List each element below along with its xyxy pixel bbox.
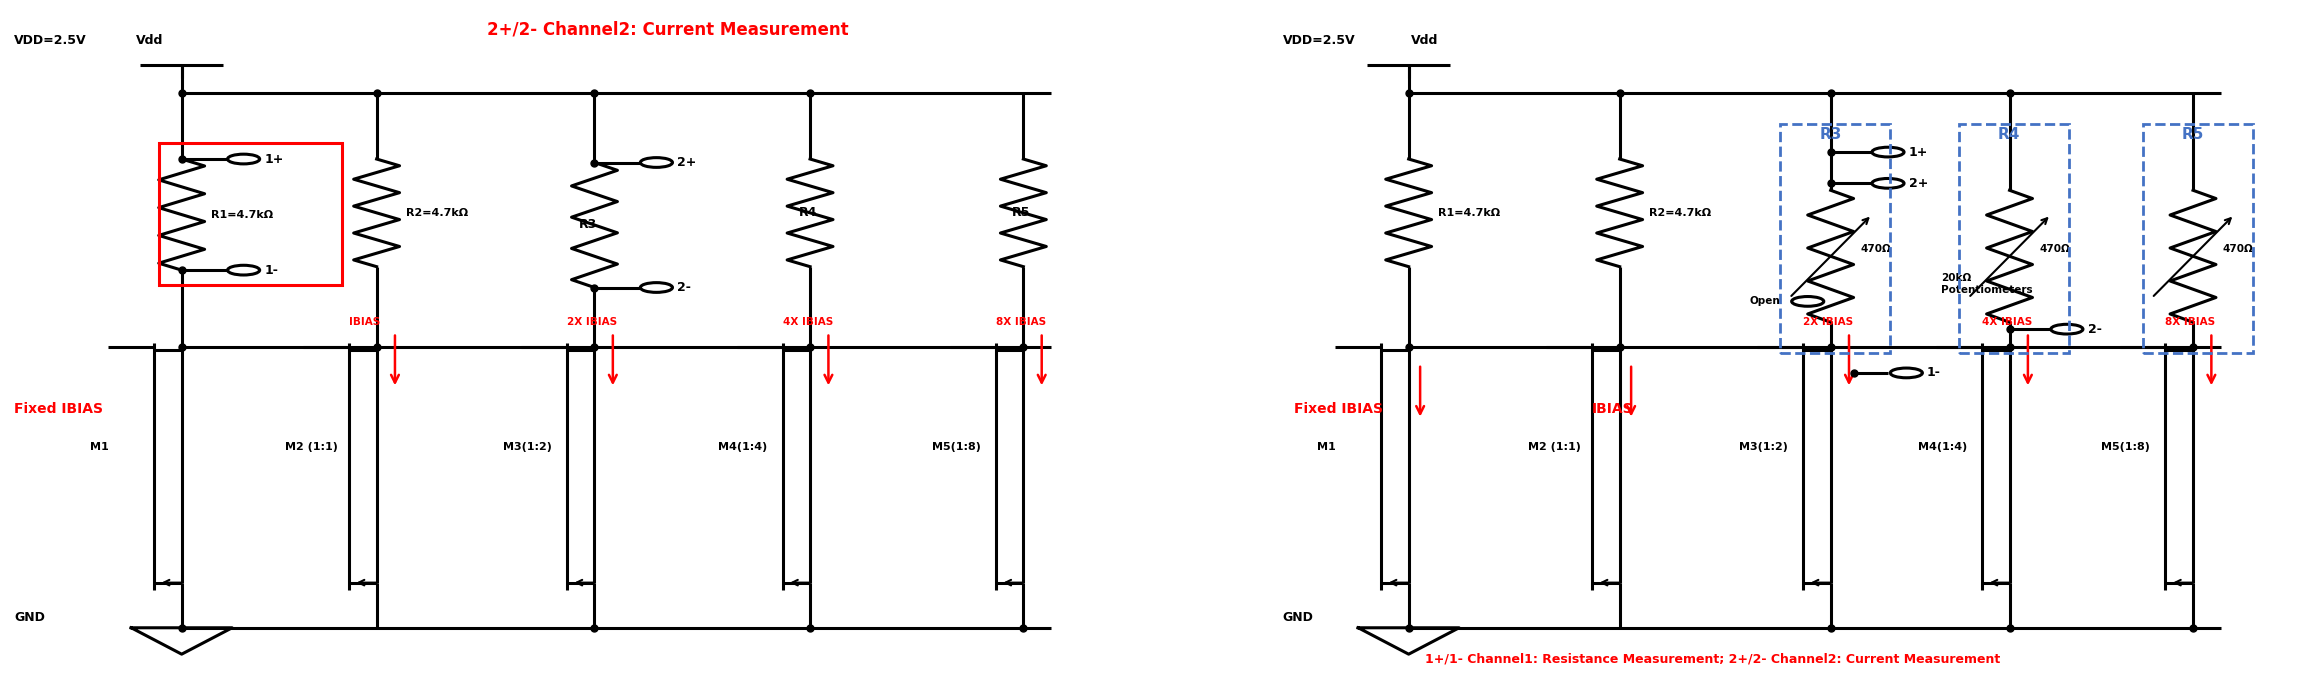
Text: R2=4.7kΩ: R2=4.7kΩ bbox=[407, 208, 469, 218]
Text: M5(1:8): M5(1:8) bbox=[2101, 442, 2150, 452]
Text: 470Ω: 470Ω bbox=[2223, 244, 2253, 254]
Text: M2 (1:1): M2 (1:1) bbox=[285, 442, 338, 452]
Text: M1: M1 bbox=[90, 442, 108, 452]
Text: 2X IBIAS: 2X IBIAS bbox=[1802, 317, 1853, 327]
Text: 1-: 1- bbox=[264, 264, 278, 276]
Bar bbox=[1959, 125, 2069, 354]
Text: 1+: 1+ bbox=[264, 153, 283, 165]
Text: Fixed IBIAS: Fixed IBIAS bbox=[14, 402, 103, 416]
Text: M5(1:8): M5(1:8) bbox=[931, 442, 979, 452]
Text: M1: M1 bbox=[1317, 442, 1336, 452]
Text: R5: R5 bbox=[1012, 206, 1030, 219]
Text: Vdd: Vdd bbox=[1412, 34, 1439, 48]
Text: R3: R3 bbox=[579, 218, 598, 232]
Text: M4(1:4): M4(1:4) bbox=[717, 442, 768, 452]
Text: M4(1:4): M4(1:4) bbox=[1917, 442, 1968, 452]
Text: Open: Open bbox=[1750, 296, 1779, 307]
Text: 4X IBIAS: 4X IBIAS bbox=[1982, 317, 2032, 327]
Text: R3: R3 bbox=[1819, 127, 1841, 142]
Text: R4: R4 bbox=[1998, 127, 2021, 142]
Text: 4X IBIAS: 4X IBIAS bbox=[782, 317, 832, 327]
Text: R5: R5 bbox=[2182, 127, 2205, 142]
Bar bbox=[2143, 125, 2253, 354]
Text: GND: GND bbox=[14, 611, 46, 624]
Text: 470Ω: 470Ω bbox=[2039, 244, 2069, 254]
Text: 1-: 1- bbox=[1927, 366, 1940, 379]
Text: M3(1:2): M3(1:2) bbox=[503, 442, 552, 452]
Text: 20kΩ
Potentiometers: 20kΩ Potentiometers bbox=[1940, 273, 2032, 295]
Text: 8X IBIAS: 8X IBIAS bbox=[2166, 317, 2216, 327]
Text: VDD=2.5V: VDD=2.5V bbox=[14, 34, 87, 48]
Text: R2=4.7kΩ: R2=4.7kΩ bbox=[1648, 208, 1710, 218]
Bar bbox=[159, 143, 343, 286]
Text: Fixed IBIAS: Fixed IBIAS bbox=[1294, 402, 1384, 416]
Text: M3(1:2): M3(1:2) bbox=[1738, 442, 1789, 452]
Text: GND: GND bbox=[1283, 611, 1313, 624]
Text: 2+: 2+ bbox=[1908, 177, 1929, 190]
Text: IBIAS: IBIAS bbox=[1593, 402, 1635, 416]
Text: IBIAS: IBIAS bbox=[349, 317, 379, 327]
Text: Vdd: Vdd bbox=[136, 34, 163, 48]
Text: 1+/1- Channel1: Resistance Measurement; 2+/2- Channel2: Current Measurement: 1+/1- Channel1: Resistance Measurement; … bbox=[1425, 652, 2000, 666]
Text: R1=4.7kΩ: R1=4.7kΩ bbox=[212, 209, 274, 220]
Text: 1+: 1+ bbox=[1908, 146, 1929, 159]
Text: M2 (1:1): M2 (1:1) bbox=[1529, 442, 1582, 452]
Text: VDD=2.5V: VDD=2.5V bbox=[1283, 34, 1354, 48]
Text: 2+: 2+ bbox=[676, 156, 697, 169]
Text: 2-: 2- bbox=[676, 281, 692, 294]
Text: 2X IBIAS: 2X IBIAS bbox=[568, 317, 616, 327]
Text: 2+/2- Channel2: Current Measurement: 2+/2- Channel2: Current Measurement bbox=[487, 20, 848, 38]
Text: R4: R4 bbox=[798, 206, 816, 219]
Text: R1=4.7kΩ: R1=4.7kΩ bbox=[1439, 208, 1501, 218]
Bar bbox=[1779, 125, 1890, 354]
Text: 2-: 2- bbox=[2087, 323, 2101, 336]
Text: 470Ω: 470Ω bbox=[1860, 244, 1892, 254]
Text: 8X IBIAS: 8X IBIAS bbox=[995, 317, 1046, 327]
